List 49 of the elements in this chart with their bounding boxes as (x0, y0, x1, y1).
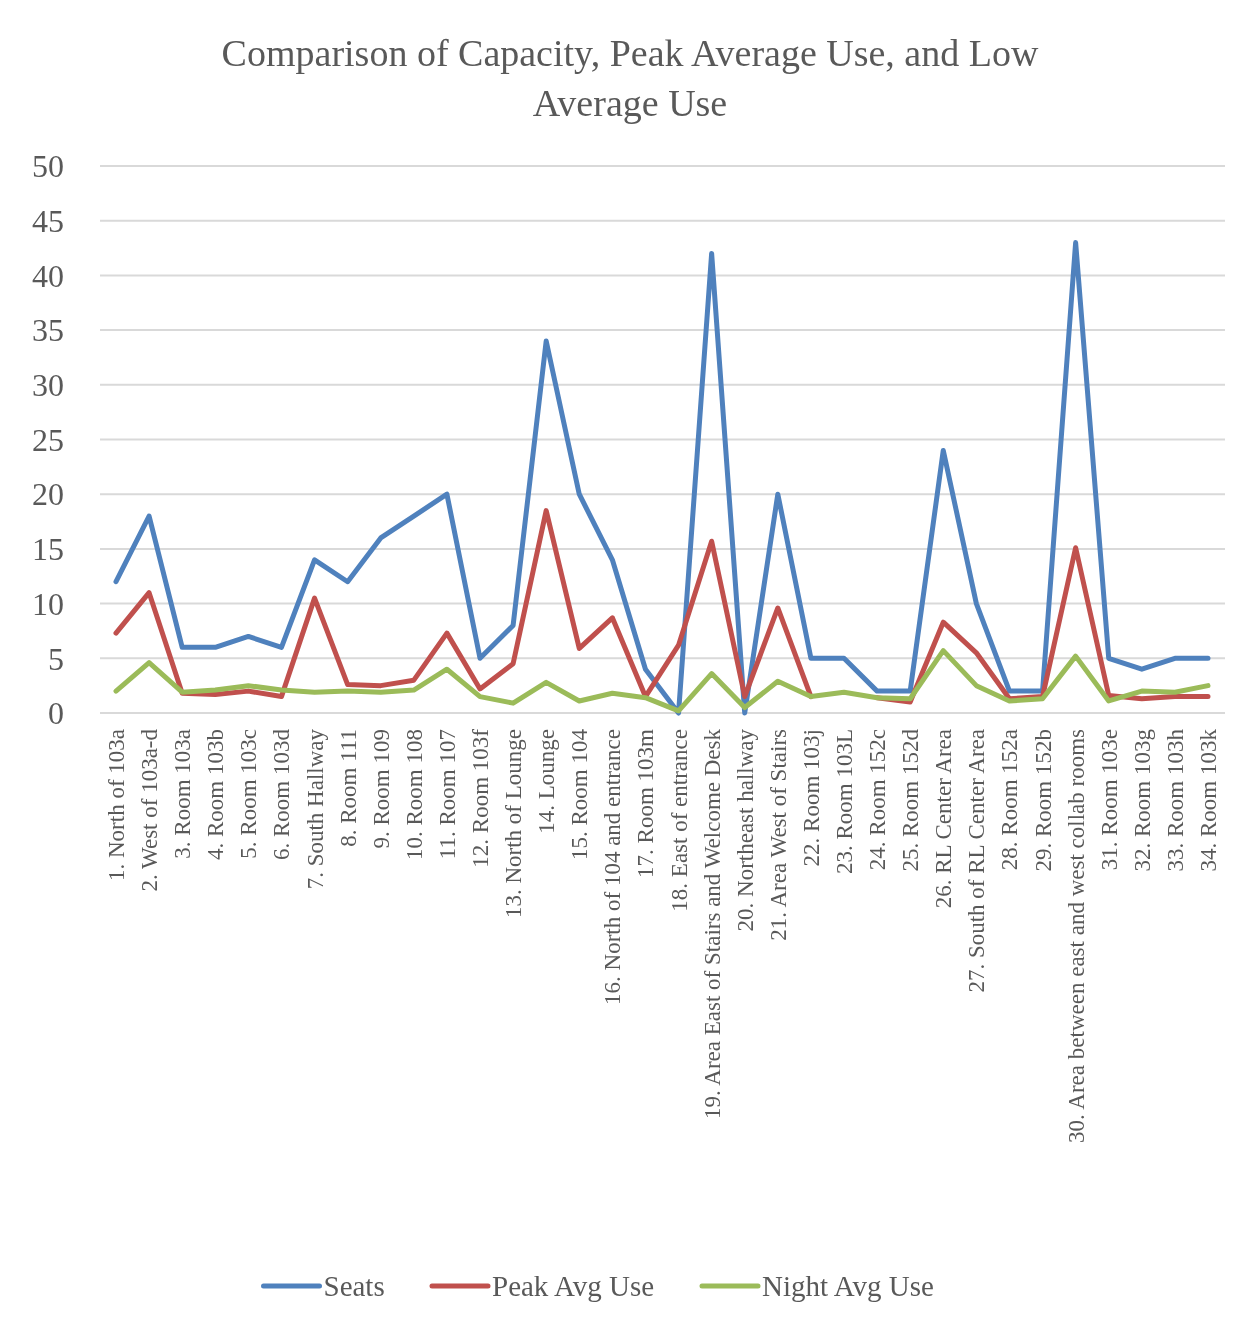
x-tick-label: 17. Room 103m (633, 728, 659, 878)
y-tick-label: 10 (32, 585, 64, 622)
x-tick-label: 29. Room 152b (1030, 729, 1056, 872)
y-tick-label: 15 (32, 531, 64, 568)
x-tick-label: 21. Area West of Stairs (765, 728, 791, 941)
y-tick-label: 5 (48, 640, 64, 677)
x-tick-label: 7. South Hallway (302, 728, 328, 890)
x-tick-label: 16. North of 104 and entrance (600, 729, 626, 1005)
x-tick-label: 30. Area between east and west collab rooms (1063, 728, 1089, 1143)
x-tick-label: 32. Room 103g (1129, 728, 1155, 872)
x-tick-label: 20. Northeast hallway (732, 728, 758, 932)
legend-label: Peak Avg Use (492, 1270, 655, 1303)
x-tick-label: 31. Room 103e (1096, 729, 1122, 871)
x-tick-label: 8. Room 111 (335, 729, 361, 847)
x-tick-label: 33. Room 103h (1162, 728, 1188, 872)
x-tick-label: 6. Room 103d (269, 728, 295, 860)
x-tick-label: 18. East of entrance (666, 729, 692, 912)
x-tick-label: 24. Room 152c (865, 729, 891, 871)
y-tick-label: 30 (32, 367, 64, 403)
x-tick-label: 5. Room 103c (236, 729, 262, 859)
y-tick-label: 0 (48, 695, 64, 732)
x-tick-label: 3. Room 103a (170, 729, 196, 859)
x-tick-label: 10. Room 108 (401, 729, 427, 860)
x-tick-label: 11. Room 107 (434, 729, 460, 860)
x-tick-label: 4. Room 103b (203, 729, 229, 860)
y-tick-label: 45 (32, 202, 64, 239)
y-tick-label: 40 (32, 257, 64, 294)
x-tick-label: 12. Room 103f (468, 728, 493, 868)
x-tick-label: 27. South of RL Center Area (964, 729, 990, 993)
x-tick-label: 34. Room 103k (1196, 728, 1221, 872)
y-tick-label: 25 (32, 421, 64, 458)
x-tick-label: 25. Room 152d (898, 728, 924, 872)
x-tick-label: 2. West of 103a-d (137, 728, 163, 892)
x-tick-label: 26. RL Center Area (931, 729, 957, 909)
x-tick-label: 13. North of Lounge (501, 729, 527, 919)
x-tick-label: 14. Lounge (534, 729, 560, 834)
x-tick-label: 9. Room 109 (368, 729, 394, 849)
x-tick-label: 15. Room 104 (567, 728, 593, 860)
legend-label: Seats (323, 1270, 385, 1303)
legend-label: Night Avg Use (762, 1270, 934, 1303)
chart-title: Comparison of Capacity, Peak Average Use, and Low Average Use (221, 32, 1039, 124)
x-tick-label: 19. Area East of Stairs and Welcome Desk (699, 728, 725, 1119)
x-tick-label: 1. North of 103a (104, 729, 129, 882)
y-tick-label: 50 (32, 148, 64, 185)
x-tick-label: 23. Room 103L (832, 729, 857, 875)
y-tick-label: 20 (32, 476, 64, 513)
x-tick-label: 22. Room 103j (798, 729, 824, 867)
y-tick-label: 35 (32, 312, 64, 349)
x-tick-label: 28. Room 152a (997, 729, 1023, 871)
